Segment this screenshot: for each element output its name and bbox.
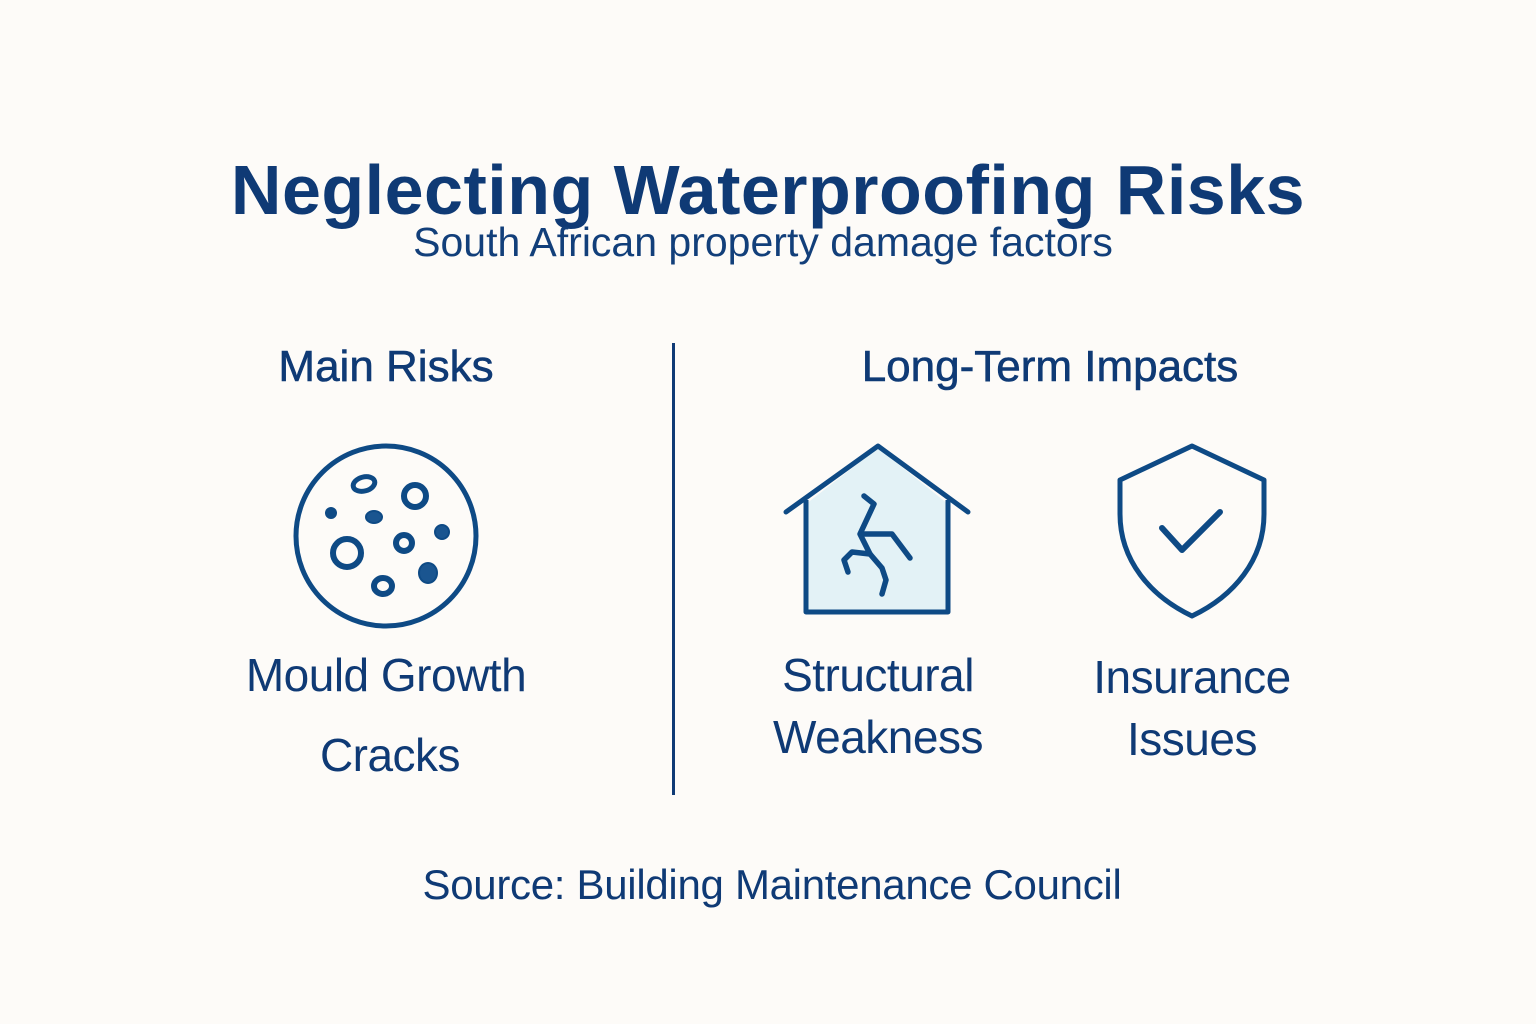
impact-label-line: Structural bbox=[782, 649, 974, 701]
impact-label-line: Weakness bbox=[773, 711, 983, 763]
impact-item-insurance-issues: Insurance Issues bbox=[1042, 646, 1342, 770]
source-credit: Source: Building Maintenance Council bbox=[422, 861, 1122, 908]
column-divider bbox=[672, 343, 675, 795]
page-title: Neglecting Waterproofing Risks bbox=[230, 150, 1306, 229]
impact-item-structural-weakness: Structural Weakness bbox=[728, 644, 1028, 768]
long-term-impacts-heading: Long-Term Impacts bbox=[861, 342, 1239, 391]
mould-petri-dish-icon bbox=[290, 440, 482, 632]
shield-check-icon bbox=[1116, 442, 1268, 620]
page-subtitle: South African property damage factors bbox=[413, 219, 1113, 265]
impact-label-line: Insurance bbox=[1093, 651, 1291, 703]
main-risks-heading: Main Risks bbox=[278, 342, 494, 391]
impact-label-line: Issues bbox=[1127, 713, 1257, 765]
risk-item-cracks: Cracks bbox=[319, 729, 461, 781]
cracked-house-icon bbox=[782, 442, 972, 618]
risk-item-mould-growth: Mould Growth bbox=[245, 649, 527, 701]
